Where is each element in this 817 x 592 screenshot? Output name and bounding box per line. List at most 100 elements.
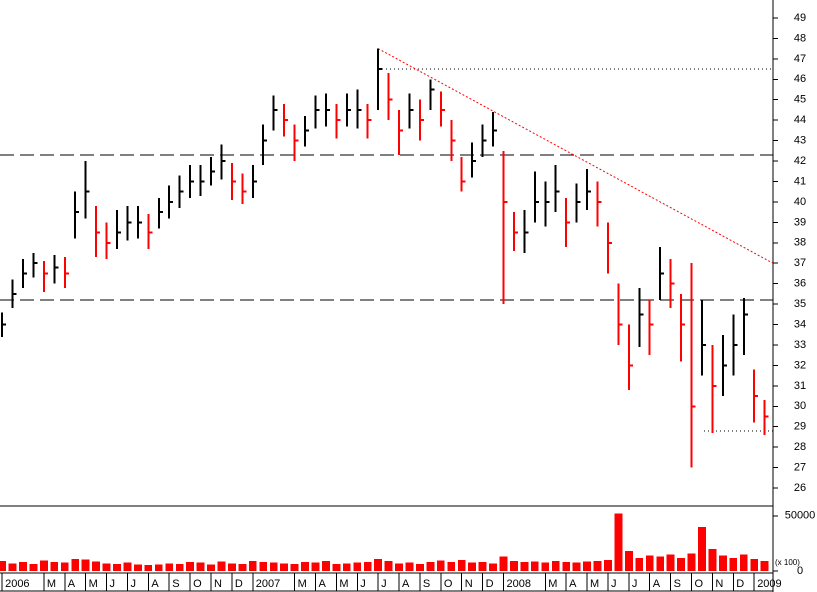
volume-bar [520, 562, 529, 571]
volume-bar [301, 562, 309, 571]
volume-bar [311, 562, 320, 571]
volume-bar [624, 551, 633, 571]
y-tick-label: 42 [794, 155, 806, 167]
volume-bar [666, 554, 675, 571]
y-tick-label: 38 [794, 237, 806, 249]
volume-bar [39, 560, 48, 571]
y-tick-label: 26 [794, 482, 806, 494]
volume-bar [562, 562, 571, 571]
volume-bar [677, 557, 685, 571]
volume-bar [572, 562, 581, 571]
y-tick-label: 30 [794, 400, 806, 412]
volume-bar [113, 563, 121, 571]
y-tick-label: 28 [794, 441, 806, 453]
volume-bar [0, 561, 7, 571]
x-tick-label: A [318, 578, 326, 590]
x-tick-label: J [611, 578, 617, 590]
volume-bar [499, 556, 508, 571]
volume-tick-label: 50000 [785, 510, 816, 522]
volume-bar [133, 564, 142, 571]
volume-bar [614, 513, 623, 571]
volume-bar [363, 562, 372, 571]
volume-bar [708, 548, 717, 571]
x-tick-label: J [110, 578, 116, 590]
volume-bar [395, 563, 403, 571]
volume-bar [8, 563, 17, 571]
y-tick-label: 39 [794, 216, 806, 228]
volume-bar [718, 555, 727, 571]
volume-bar [457, 559, 466, 571]
x-tick-label: O [695, 578, 704, 590]
volume-bar [227, 563, 236, 571]
volume-bar [656, 556, 665, 571]
y-tick-label: 35 [794, 298, 806, 310]
volume-bar [645, 555, 654, 571]
volume-bar [290, 563, 299, 571]
x-tick-label: D [235, 578, 243, 590]
y-tick-label: 46 [794, 73, 806, 85]
volume-bar [50, 562, 59, 571]
volume-bar [698, 526, 706, 571]
volume-bar [342, 563, 351, 571]
volume-bar [321, 561, 330, 571]
x-tick-label: N [715, 578, 723, 590]
x-tick-label: M [590, 578, 599, 590]
x-tick-label: M [339, 578, 348, 590]
trend-line [377, 48, 774, 264]
volume-bar [238, 563, 247, 571]
volume-bar [102, 563, 111, 571]
volume-bar [280, 563, 289, 571]
x-tick-label: A [68, 578, 76, 590]
y-tick-label: 33 [794, 339, 806, 351]
x-tick-label: M [298, 578, 307, 590]
volume-bar [19, 562, 27, 571]
volume-bar [175, 563, 184, 571]
volume-bar [123, 562, 132, 571]
y-tick-label: 34 [794, 318, 806, 330]
volume-bar [551, 561, 560, 571]
x-tick-label: O [193, 578, 202, 590]
x-tick-label: D [736, 578, 744, 590]
x-tick-label: 2006 [5, 578, 29, 590]
y-tick-label: 41 [794, 175, 806, 187]
x-tick-label: S [423, 578, 430, 590]
x-tick-label: A [653, 578, 661, 590]
volume-bar [426, 562, 435, 571]
x-tick-label: N [214, 578, 222, 590]
x-tick-label: M [47, 578, 56, 590]
volume-bar [687, 553, 696, 571]
volume-bar [739, 554, 748, 571]
y-tick-label: 44 [794, 114, 806, 126]
volume-bar [207, 564, 215, 571]
x-tick-label: J [381, 578, 387, 590]
volume-bar [583, 561, 591, 571]
volume-unit-label: (x 100) [775, 558, 800, 567]
volume-bar [81, 559, 90, 571]
volume-bar [29, 563, 38, 571]
x-tick-label: 2009 [757, 578, 781, 590]
volume-bar [154, 564, 163, 571]
volume-bar [248, 561, 257, 571]
y-tick-label: 43 [794, 135, 806, 147]
x-tick-label: A [569, 578, 577, 590]
y-tick-label: 32 [794, 359, 806, 371]
x-tick-label: M [548, 578, 557, 590]
y-tick-label: 40 [794, 196, 806, 208]
volume-bar [60, 562, 69, 571]
y-tick-label: 29 [794, 421, 806, 433]
x-tick-label: O [444, 578, 453, 590]
volume-bar [269, 562, 278, 571]
volume-bar [186, 562, 195, 571]
volume-bar [760, 561, 769, 571]
volume-bar [530, 561, 539, 571]
y-tick-label: 45 [794, 94, 806, 106]
volume-bar [71, 558, 80, 571]
x-tick-label: D [486, 578, 494, 590]
volume-bar [436, 560, 445, 571]
x-tick-label: S [172, 578, 179, 590]
y-tick-label: 27 [794, 462, 806, 474]
volume-tick-label: 0 [797, 565, 803, 577]
y-tick-label: 31 [794, 380, 806, 392]
